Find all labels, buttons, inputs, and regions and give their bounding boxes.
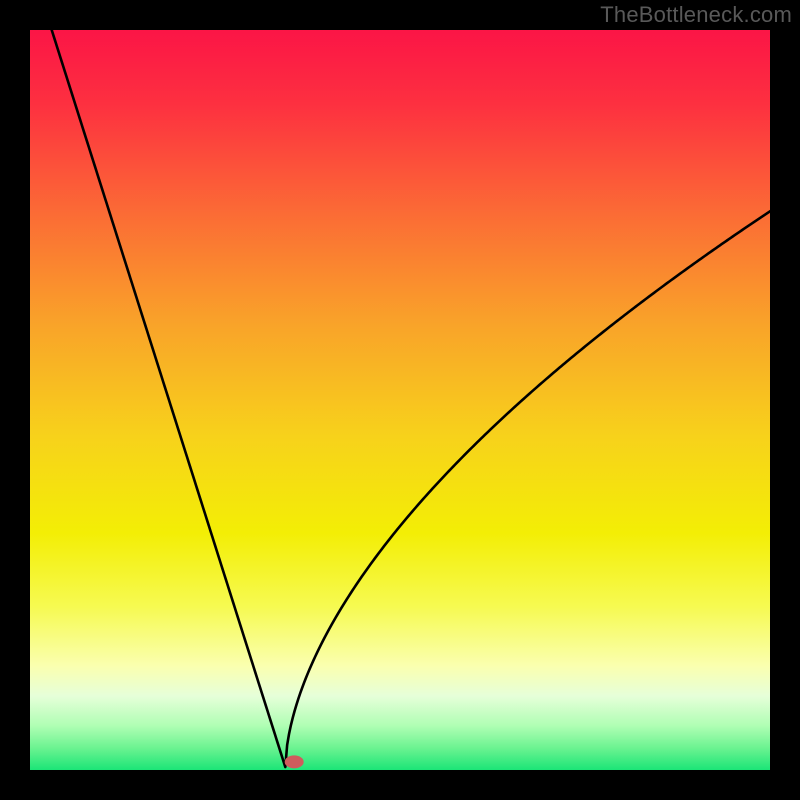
bottleneck-chart [0, 0, 800, 800]
gradient-background [30, 30, 770, 770]
optimal-point-marker [285, 756, 303, 768]
watermark-text: TheBottleneck.com [600, 2, 792, 28]
chart-container: TheBottleneck.com [0, 0, 800, 800]
